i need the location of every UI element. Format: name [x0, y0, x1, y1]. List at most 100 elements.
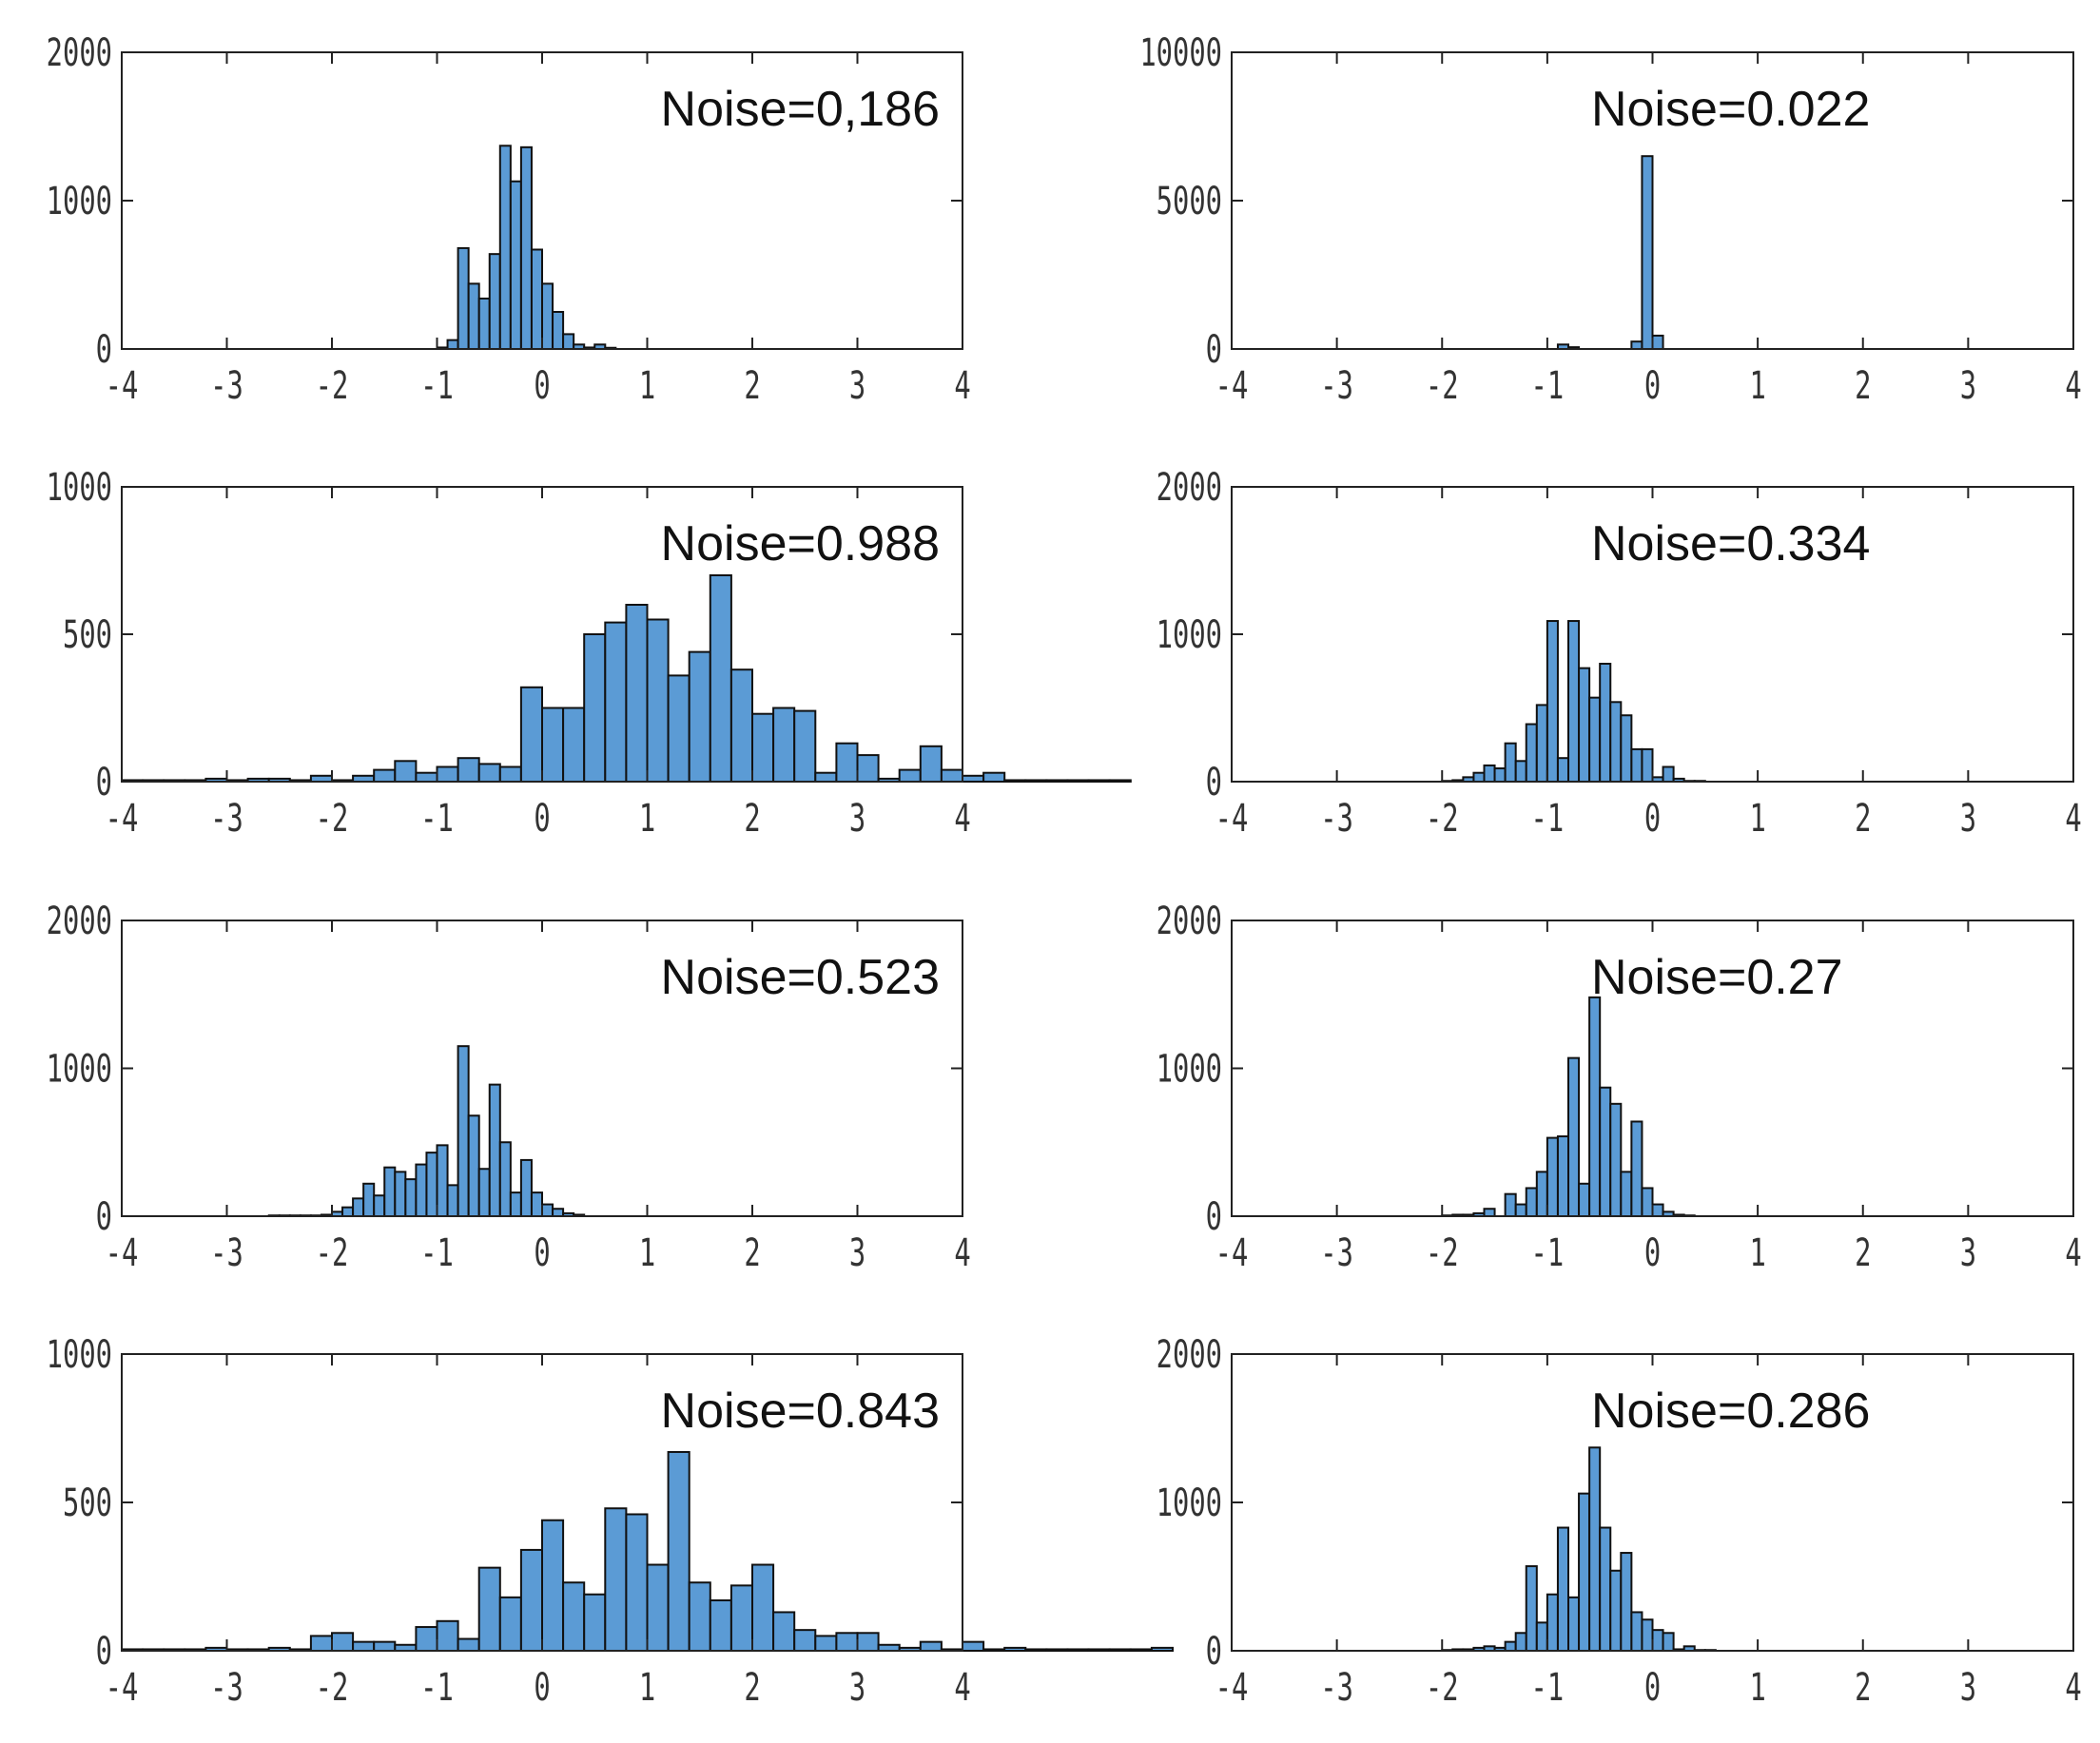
y-tick-label: 0: [1206, 1630, 1222, 1674]
histogram-bar: [1108, 779, 1132, 784]
histogram-bar: [1546, 1593, 1559, 1652]
histogram-bar: [1087, 779, 1111, 784]
histogram-bar: [1588, 696, 1602, 784]
histogram-bar: [498, 145, 512, 350]
x-tick-label: 0: [534, 1666, 550, 1710]
y-tick-label: 0: [1206, 1195, 1222, 1239]
x-tick-label: -1: [1531, 364, 1565, 408]
x-tick-label: 2: [744, 1231, 760, 1275]
histogram-bar: [856, 1632, 880, 1653]
x-tick-label: -1: [1531, 1231, 1565, 1275]
histogram-bar: [772, 707, 796, 783]
histogram-bar: [814, 771, 838, 784]
histogram-bar: [519, 1548, 544, 1653]
x-tick-label: 0: [1644, 797, 1661, 841]
histogram-bar: [1535, 1621, 1548, 1652]
histogram-bar: [1525, 723, 1538, 783]
x-tick-label: 4: [2065, 797, 2081, 841]
x-tick-label: 1: [639, 797, 655, 841]
histogram-bar: [1567, 620, 1581, 783]
y-tick-label: 2000: [1157, 466, 1222, 510]
histogram-bars: [267, 1045, 586, 1218]
histogram-bar: [793, 709, 817, 783]
histogram-bar: [352, 1197, 365, 1217]
x-tick-label: -4: [1215, 364, 1249, 408]
x-tick-label: 1: [639, 1231, 655, 1275]
histogram-bar: [1504, 1640, 1517, 1653]
histogram-bar: [1620, 714, 1633, 783]
histogram-bar: [1525, 1187, 1538, 1217]
histogram-bar: [530, 1191, 544, 1217]
x-tick-label: -1: [420, 1231, 454, 1275]
histogram-bar: [1556, 1526, 1569, 1653]
histogram-bar: [341, 1206, 355, 1218]
histogram-bar: [709, 1598, 732, 1652]
histogram-bar: [509, 180, 522, 350]
x-tick-label: -4: [106, 1231, 139, 1275]
histogram-bar: [467, 1114, 480, 1218]
histogram-bar: [1641, 155, 1654, 350]
histogram-bar: [1514, 1632, 1527, 1653]
histogram-bar: [1651, 1629, 1664, 1653]
noise-label: Noise=0.334: [1591, 516, 1870, 571]
x-tick-label: -4: [106, 364, 139, 408]
y-tick-label: 1000: [47, 466, 112, 510]
histogram-bar: [835, 742, 859, 784]
y-tick-label: 0: [96, 1195, 112, 1239]
histogram-bar: [919, 1640, 943, 1653]
noise-label: Noise=0,186: [661, 82, 940, 137]
x-tick-label: -2: [316, 1666, 349, 1710]
histogram-bar: [457, 757, 480, 784]
histogram-bar: [940, 768, 964, 783]
histogram-bar: [1087, 1648, 1111, 1652]
histogram-bar: [1546, 1136, 1559, 1217]
histogram-bar: [604, 1507, 628, 1652]
histogram-bars: [1441, 1446, 1717, 1653]
histogram-bar: [772, 1611, 796, 1652]
histogram-bar: [373, 768, 397, 783]
x-tick-label: 2: [744, 1666, 760, 1710]
histogram-bar: [1630, 1120, 1643, 1217]
histogram-bar: [1588, 1446, 1602, 1653]
histogram-bar: [1567, 1596, 1581, 1652]
histogram-bar: [1609, 1569, 1623, 1653]
x-tick-label: 4: [954, 1666, 970, 1710]
histogram-bar: [1003, 1646, 1027, 1653]
y-tick-label: 10000: [1139, 31, 1222, 75]
histogram-bar: [436, 1619, 459, 1653]
histogram-bar: [446, 339, 459, 351]
x-tick-label: 3: [849, 364, 865, 408]
y-tick-label: 1000: [1157, 613, 1222, 657]
histogram-bar: [498, 1596, 522, 1652]
histogram-bar: [467, 282, 480, 350]
histogram-bar: [552, 1208, 565, 1217]
histogram-bar: [415, 771, 438, 784]
histogram-bar: [1066, 1648, 1090, 1652]
noise-label: Noise=0.843: [661, 1384, 940, 1439]
histogram-bar: [519, 1158, 533, 1218]
histogram-bar: [415, 1626, 438, 1653]
histogram-panel-3: -4 -3 -2 -1 0 1 2 3 4 0 500 1000 Noise=0.988: [47, 466, 1132, 841]
histogram-bar: [425, 1152, 438, 1218]
y-tick-label: 5000: [1157, 180, 1222, 223]
x-tick-label: -3: [210, 1666, 243, 1710]
y-tick-label: 0: [96, 328, 112, 372]
histogram-bar: [519, 145, 533, 350]
histogram-bar: [552, 311, 565, 350]
y-tick-label: 1000: [47, 1048, 112, 1092]
x-tick-label: 2: [744, 364, 760, 408]
histogram-bar: [1045, 779, 1069, 784]
histogram-bar: [362, 1182, 376, 1218]
histogram-bar: [583, 1593, 607, 1652]
y-tick-label: 1000: [47, 180, 112, 223]
histogram-bar: [729, 668, 754, 784]
x-tick-label: 2: [1855, 364, 1871, 408]
histogram-bar: [667, 1450, 690, 1652]
histogram-bar: [373, 1194, 386, 1217]
x-tick-label: 4: [2065, 1231, 2081, 1275]
histogram-bar: [1662, 1632, 1675, 1653]
x-tick-label: 3: [1960, 364, 1976, 408]
x-tick-label: 2: [744, 797, 760, 841]
histogram-bar: [1599, 1526, 1612, 1653]
